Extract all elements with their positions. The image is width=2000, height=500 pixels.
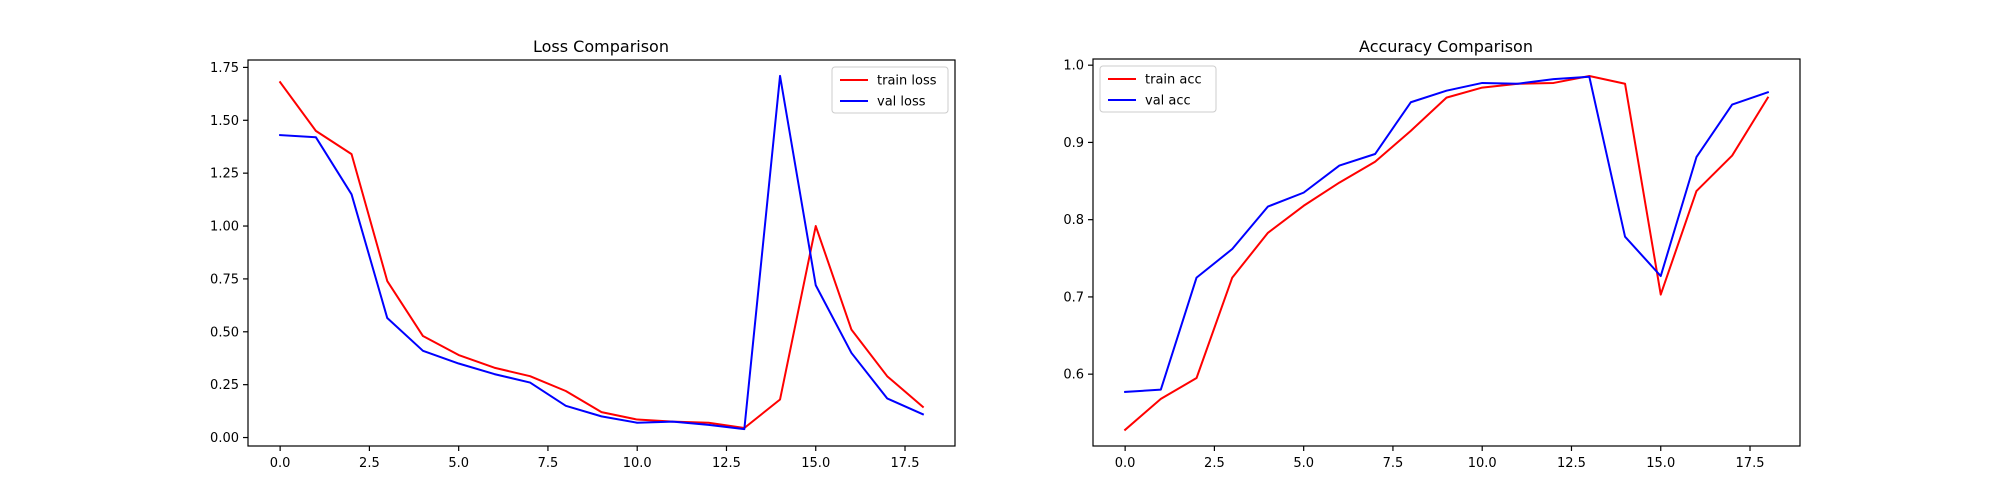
loss-legend-label: val loss xyxy=(877,95,926,110)
accuracy-x-tick-label: 5.0 xyxy=(1293,456,1314,471)
loss-x-tick-label: 0.0 xyxy=(270,456,291,471)
accuracy-x-tick-label: 15.0 xyxy=(1646,456,1675,471)
loss-y-tick-label: 0.50 xyxy=(210,325,239,340)
loss-chart: Loss Comparison 0.0 2.5 5.0 7.5 10.0 12.5 15.0… xyxy=(210,37,956,471)
accuracy-series-line-0 xyxy=(1123,74,1770,432)
accuracy-x-tick-label: 7.5 xyxy=(1383,456,1404,471)
loss-chart-title: Loss Comparison xyxy=(533,37,669,56)
loss-y-tick-label: 1.50 xyxy=(210,114,239,129)
loss-y-tick-label: 1.75 xyxy=(210,61,239,76)
loss-x-tick-label: 7.5 xyxy=(538,456,559,471)
accuracy-x-tick-label: 2.5 xyxy=(1204,456,1225,471)
loss-x-tick-label: 15.0 xyxy=(801,456,830,471)
accuracy-y-tick-label: 0.6 xyxy=(1063,368,1084,383)
loss-x-tick-label: 10.0 xyxy=(623,456,652,471)
accuracy-legend-label: val acc xyxy=(1145,94,1191,109)
loss-legend: train loss val loss xyxy=(831,66,949,114)
accuracy-y-tick-label: 0.9 xyxy=(1063,136,1084,151)
accuracy-axes-frame xyxy=(1092,58,1801,447)
loss-y-tick-label: 0.75 xyxy=(210,272,239,287)
loss-x-tick-label: 5.0 xyxy=(448,456,469,471)
accuracy-y-tick-label: 0.7 xyxy=(1063,290,1084,305)
loss-axes-frame xyxy=(247,59,956,447)
loss-legend-label: train loss xyxy=(877,74,937,89)
loss-y-tick-label: 0.25 xyxy=(210,378,239,393)
accuracy-x-tick-label: 17.5 xyxy=(1736,456,1765,471)
loss-y-tick-label: 1.25 xyxy=(210,167,239,182)
loss-x-tick-label: 2.5 xyxy=(359,456,380,471)
accuracy-series-line-1 xyxy=(1124,75,1770,393)
loss-series-line-0 xyxy=(278,80,925,430)
accuracy-legend-label: train acc xyxy=(1145,73,1202,88)
accuracy-chart-title: Accuracy Comparison xyxy=(1359,37,1533,56)
accuracy-legend: train acc val acc xyxy=(1099,65,1217,113)
loss-series-line-1 xyxy=(279,74,925,431)
accuracy-x-tick-label: 10.0 xyxy=(1468,456,1497,471)
loss-y-tick-label: 0.00 xyxy=(210,431,239,446)
accuracy-y-tick-label: 1.0 xyxy=(1063,59,1084,74)
accuracy-y-tick-label: 0.8 xyxy=(1063,213,1084,228)
loss-x-tick-label: 12.5 xyxy=(712,456,741,471)
accuracy-x-tick-label: 12.5 xyxy=(1557,456,1586,471)
loss-x-tick-label: 17.5 xyxy=(891,456,920,471)
accuracy-x-tick-label: 0.0 xyxy=(1115,456,1136,471)
accuracy-chart: Accuracy Comparison 0.0 2.5 5.0 7.5 10.0 12.5… xyxy=(1063,37,1801,471)
loss-y-tick-label: 1.00 xyxy=(210,220,239,235)
